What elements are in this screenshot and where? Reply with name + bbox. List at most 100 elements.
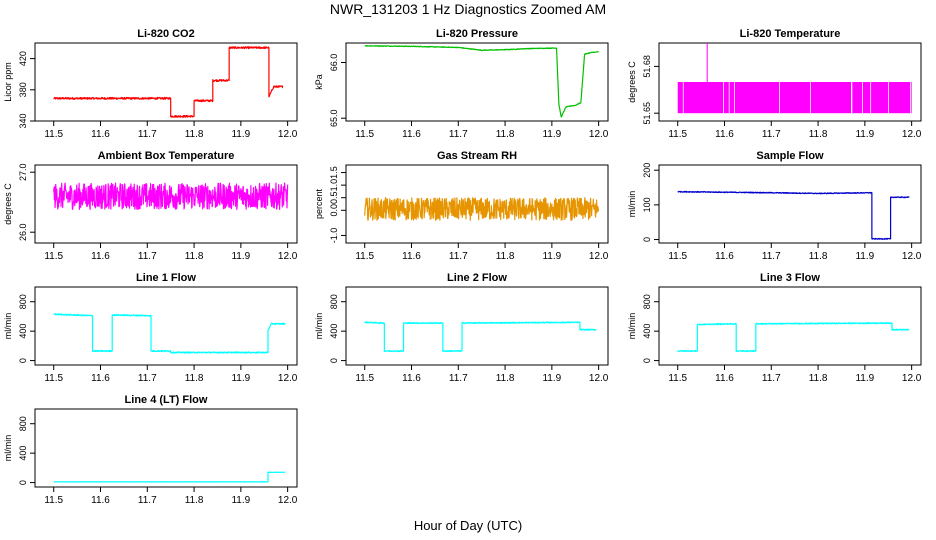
x-tick-label: 11.8: [185, 129, 204, 140]
y-axis-label: ml/min: [3, 313, 13, 340]
y-tick-label: 26.0: [18, 223, 28, 241]
x-tick-label: 11.5: [44, 495, 63, 506]
y-tick-label: 51.68: [642, 55, 652, 78]
data-layer: [364, 44, 600, 118]
chart-panel-5: Gas Stream RH 11.5 11.6 11.7 11.8 11.9 12.0 -1.…: [314, 150, 609, 262]
x-tick-label: 11.7: [762, 251, 781, 262]
x-tick-label: 12.0: [278, 251, 298, 262]
chart-panel-8: Line 2 Flow 11.5 11.6 11.7 11.8 11.9 12.0 0 400 8…: [314, 272, 609, 384]
series-line-1: [677, 321, 910, 353]
x-tick-label: 11.5: [44, 373, 63, 384]
chart-title: Line 4 (LT) Flow: [125, 394, 208, 406]
data-layer: [53, 313, 286, 354]
x-tick-label: 11.5: [355, 251, 374, 262]
chart-title: Ambient Box Temperature: [98, 150, 235, 162]
data-layer: [677, 43, 912, 114]
plot-frame: [658, 286, 922, 366]
chart-title: Li-820 CO2: [137, 28, 194, 40]
x-tick-label: 11.7: [449, 373, 468, 384]
x-tick-label: 11.5: [44, 129, 63, 140]
series-line-1: [53, 182, 289, 210]
data-layer: [53, 46, 284, 118]
plot-frame: [34, 286, 298, 366]
x-tick-label: 11.5: [668, 129, 687, 140]
x-tick-label: 11.9: [855, 373, 874, 384]
x-tick-label: 11.9: [542, 373, 561, 384]
data-layer: [677, 321, 910, 353]
x-tick-label: 11.9: [855, 251, 874, 262]
x-tick-label: 11.7: [762, 373, 781, 384]
series-line-1: [53, 471, 286, 483]
x-tick-label: 11.5: [668, 373, 687, 384]
x-tick-label: 11.6: [402, 251, 421, 262]
x-tick-label: 12.0: [278, 129, 298, 140]
x-tick-label: 12.0: [902, 129, 922, 140]
y-tick-label: 1.0: [329, 179, 339, 192]
y-tick-label: 200: [642, 163, 652, 178]
y-tick-label: 51.65: [642, 102, 652, 125]
x-tick-label: 11.5: [355, 129, 374, 140]
x-tick-label: 11.6: [91, 251, 110, 262]
x-tick-label: 11.8: [496, 129, 515, 140]
y-tick-label: 340: [18, 113, 28, 128]
plot-frame: [658, 164, 922, 244]
y-tick-label: 800: [329, 294, 339, 309]
y-axis-label: ml/min: [314, 313, 324, 340]
x-tick-label: 11.9: [855, 129, 874, 140]
x-tick-label: 11.6: [91, 495, 110, 506]
plot-frame: [345, 42, 609, 122]
y-tick-label: 400: [18, 446, 28, 461]
y-tick-label: 800: [18, 294, 28, 309]
chart-title: Sample Flow: [756, 150, 824, 162]
y-tick-label: -1.0: [329, 228, 339, 244]
x-tick-label: 11.5: [355, 373, 374, 384]
x-axis-title: Hour of Day (UTC): [413, 518, 523, 533]
y-tick-label: 400: [329, 324, 339, 339]
x-tick-label: 11.6: [715, 251, 734, 262]
y-tick-label: 0: [642, 358, 652, 363]
chart-title: Line 3 Flow: [760, 272, 820, 284]
y-axis-label: ml/min: [627, 191, 637, 218]
series-line-1: [53, 313, 286, 354]
x-tick-label: 11.8: [809, 251, 828, 262]
y-axis-label: kPa: [314, 74, 324, 90]
x-tick-label: 11.8: [185, 251, 204, 262]
x-tick-label: 11.6: [402, 129, 421, 140]
y-tick-label: 0.0: [329, 204, 339, 217]
x-tick-label: 11.9: [231, 129, 250, 140]
data-layer: [53, 182, 289, 210]
chart-panel-4: Ambient Box Temperature 11.5 11.6 11.7 11.8 1…: [3, 150, 298, 262]
x-tick-label: 11.9: [231, 495, 250, 506]
chart-title: Li-820 Pressure: [436, 28, 518, 40]
x-tick-label: 12.0: [278, 373, 298, 384]
y-tick-label: 0: [18, 480, 28, 485]
plot-frame: [345, 286, 609, 366]
x-tick-label: 12.0: [902, 373, 922, 384]
x-tick-label: 11.9: [231, 251, 250, 262]
y-tick-label: 27.0: [18, 163, 28, 181]
y-tick-label: 420: [18, 51, 28, 66]
chart-title: Gas Stream RH: [437, 150, 517, 162]
y-tick-label: 0: [18, 358, 28, 363]
y-tick-label: 800: [18, 416, 28, 431]
x-tick-label: 11.8: [809, 129, 828, 140]
x-tick-label: 11.7: [138, 251, 157, 262]
chart-panel-7: Line 1 Flow 11.5 11.6 11.7 11.8 11.9 12.0 0 400 8…: [3, 272, 298, 384]
x-tick-label: 11.9: [542, 129, 561, 140]
x-tick-label: 11.6: [715, 129, 734, 140]
data-layer: [364, 197, 600, 221]
x-tick-label: 11.8: [185, 373, 204, 384]
y-axis-label: degrees C: [627, 61, 637, 103]
y-axis-label: percent: [314, 188, 324, 219]
x-tick-label: 11.8: [809, 373, 828, 384]
y-tick-label: 800: [642, 294, 652, 309]
y-tick-label: 400: [18, 324, 28, 339]
x-tick-label: 11.9: [231, 373, 250, 384]
x-tick-label: 11.5: [44, 251, 63, 262]
y-tick-label: 1.5: [329, 166, 339, 179]
y-tick-label: 0: [329, 358, 339, 363]
x-tick-label: 11.8: [496, 373, 515, 384]
x-tick-label: 11.8: [496, 251, 515, 262]
x-tick-label: 12.0: [278, 495, 298, 506]
